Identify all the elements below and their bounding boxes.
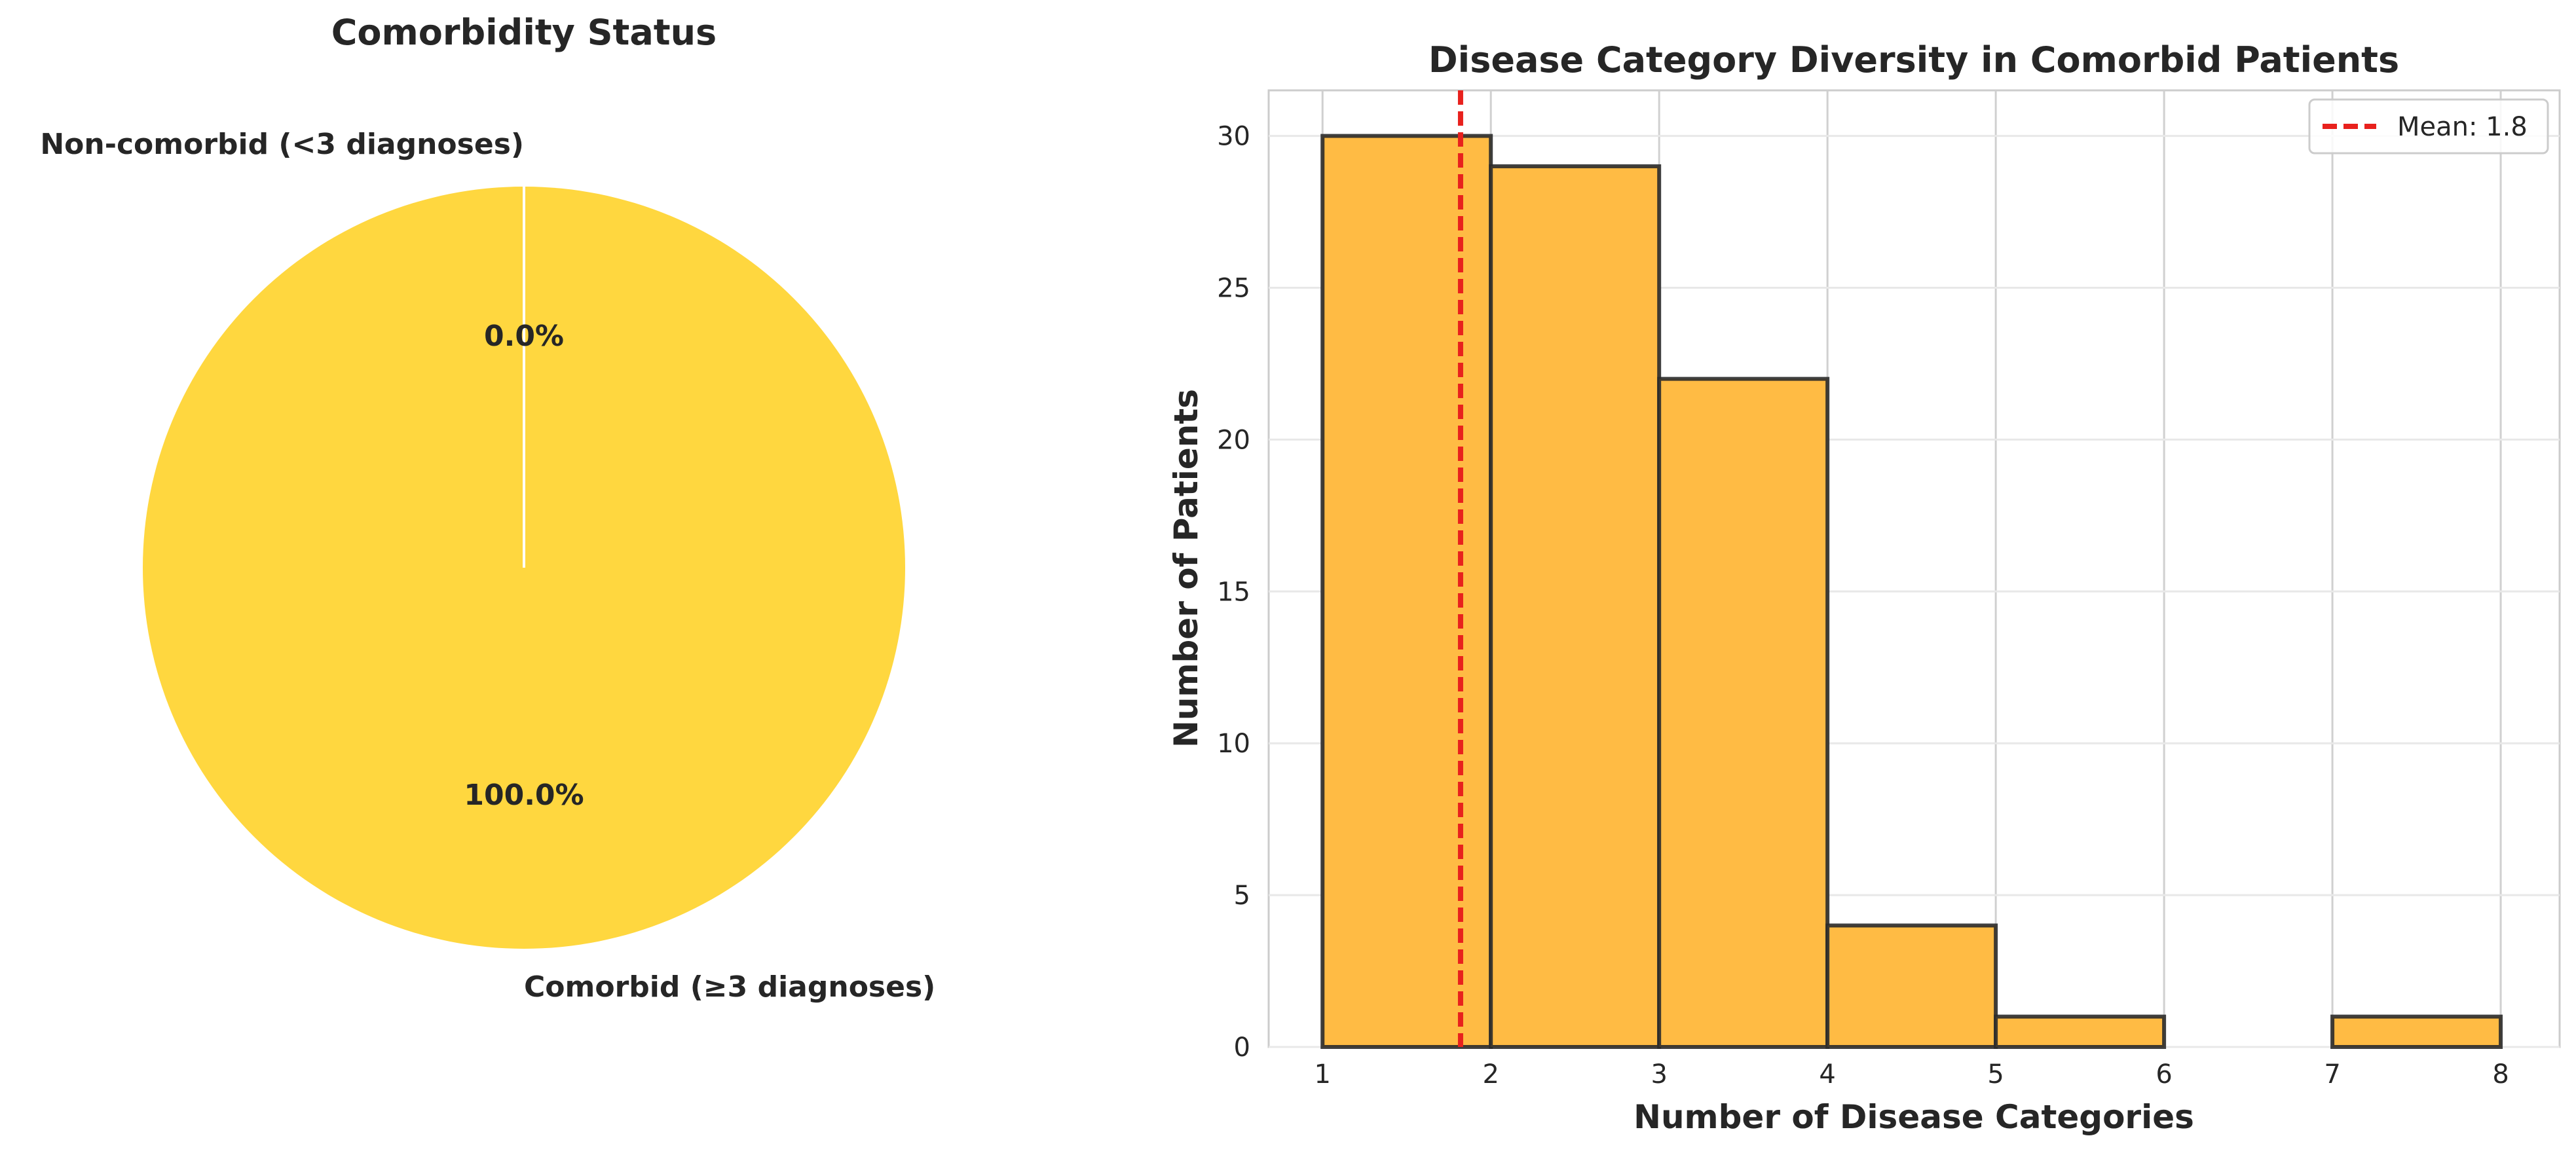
histogram-bar-1-2 — [1320, 134, 1493, 1050]
pie-chart-panel: Comorbidity Status Non-comorbid (<3 diag… — [40, 12, 935, 1004]
y-axis-label: Number of Patients — [1167, 389, 1205, 748]
x-tick-label: 2 — [1482, 1059, 1499, 1090]
legend: Mean: 1.8 — [2308, 98, 2549, 155]
x-tick-label: 3 — [1651, 1059, 1667, 1090]
histogram-bar-7-8 — [2330, 1014, 2503, 1049]
histogram-bar-2-3 — [1489, 164, 1662, 1049]
x-tick-label: 4 — [1819, 1059, 1835, 1090]
histogram-bars — [1320, 134, 2503, 1050]
histogram-bar-5-6 — [1994, 1014, 2167, 1049]
pie-pct-comorbid: 100.0% — [464, 779, 584, 812]
x-tick-label: 7 — [2324, 1059, 2340, 1090]
legend-mean-label: Mean: 1.8 — [2397, 112, 2528, 142]
x-tick-label: 1 — [1315, 1059, 1331, 1090]
pie-label-non-comorbid: Non-comorbid (<3 diagnoses) — [40, 128, 524, 161]
pie-chart-title: Comorbidity Status — [331, 12, 717, 53]
legend-box — [2308, 98, 2549, 155]
pie-slices — [143, 187, 905, 949]
histogram-panel: 1 2 3 4 5 6 7 8 0 5 10 15 20 25 30 Disease Category D… — [1167, 39, 2561, 1136]
y-tick-label: 20 — [1217, 425, 1250, 455]
x-tick-label: 8 — [2492, 1059, 2509, 1090]
x-axis-ticks: 1 2 3 4 5 6 7 8 — [1315, 1059, 2509, 1090]
y-tick-label: 15 — [1217, 577, 1250, 607]
pie-labels: Non-comorbid (<3 diagnoses) Comorbid (≥3… — [40, 128, 935, 1004]
pie-pct-non-comorbid: 0.0% — [484, 320, 564, 353]
y-tick-label: 10 — [1217, 729, 1250, 759]
histogram-bar-4-5 — [1825, 923, 1998, 1049]
x-tick-label: 6 — [2156, 1059, 2172, 1090]
y-axis-ticks: 0 5 10 15 20 25 30 — [1217, 122, 1250, 1063]
y-tick-label: 30 — [1217, 122, 1250, 152]
y-tick-label: 5 — [1234, 881, 1250, 911]
x-tick-label: 5 — [1987, 1059, 2004, 1090]
histogram-title: Disease Category Diversity in Comorbid P… — [1428, 39, 2399, 81]
histogram-bar-3-4 — [1657, 376, 1830, 1049]
x-axis-label: Number of Disease Categories — [1633, 1098, 2194, 1136]
y-tick-label: 25 — [1217, 273, 1250, 303]
y-tick-label: 0 — [1234, 1033, 1250, 1063]
pie-label-comorbid: Comorbid (≥3 diagnoses) — [524, 970, 935, 1004]
